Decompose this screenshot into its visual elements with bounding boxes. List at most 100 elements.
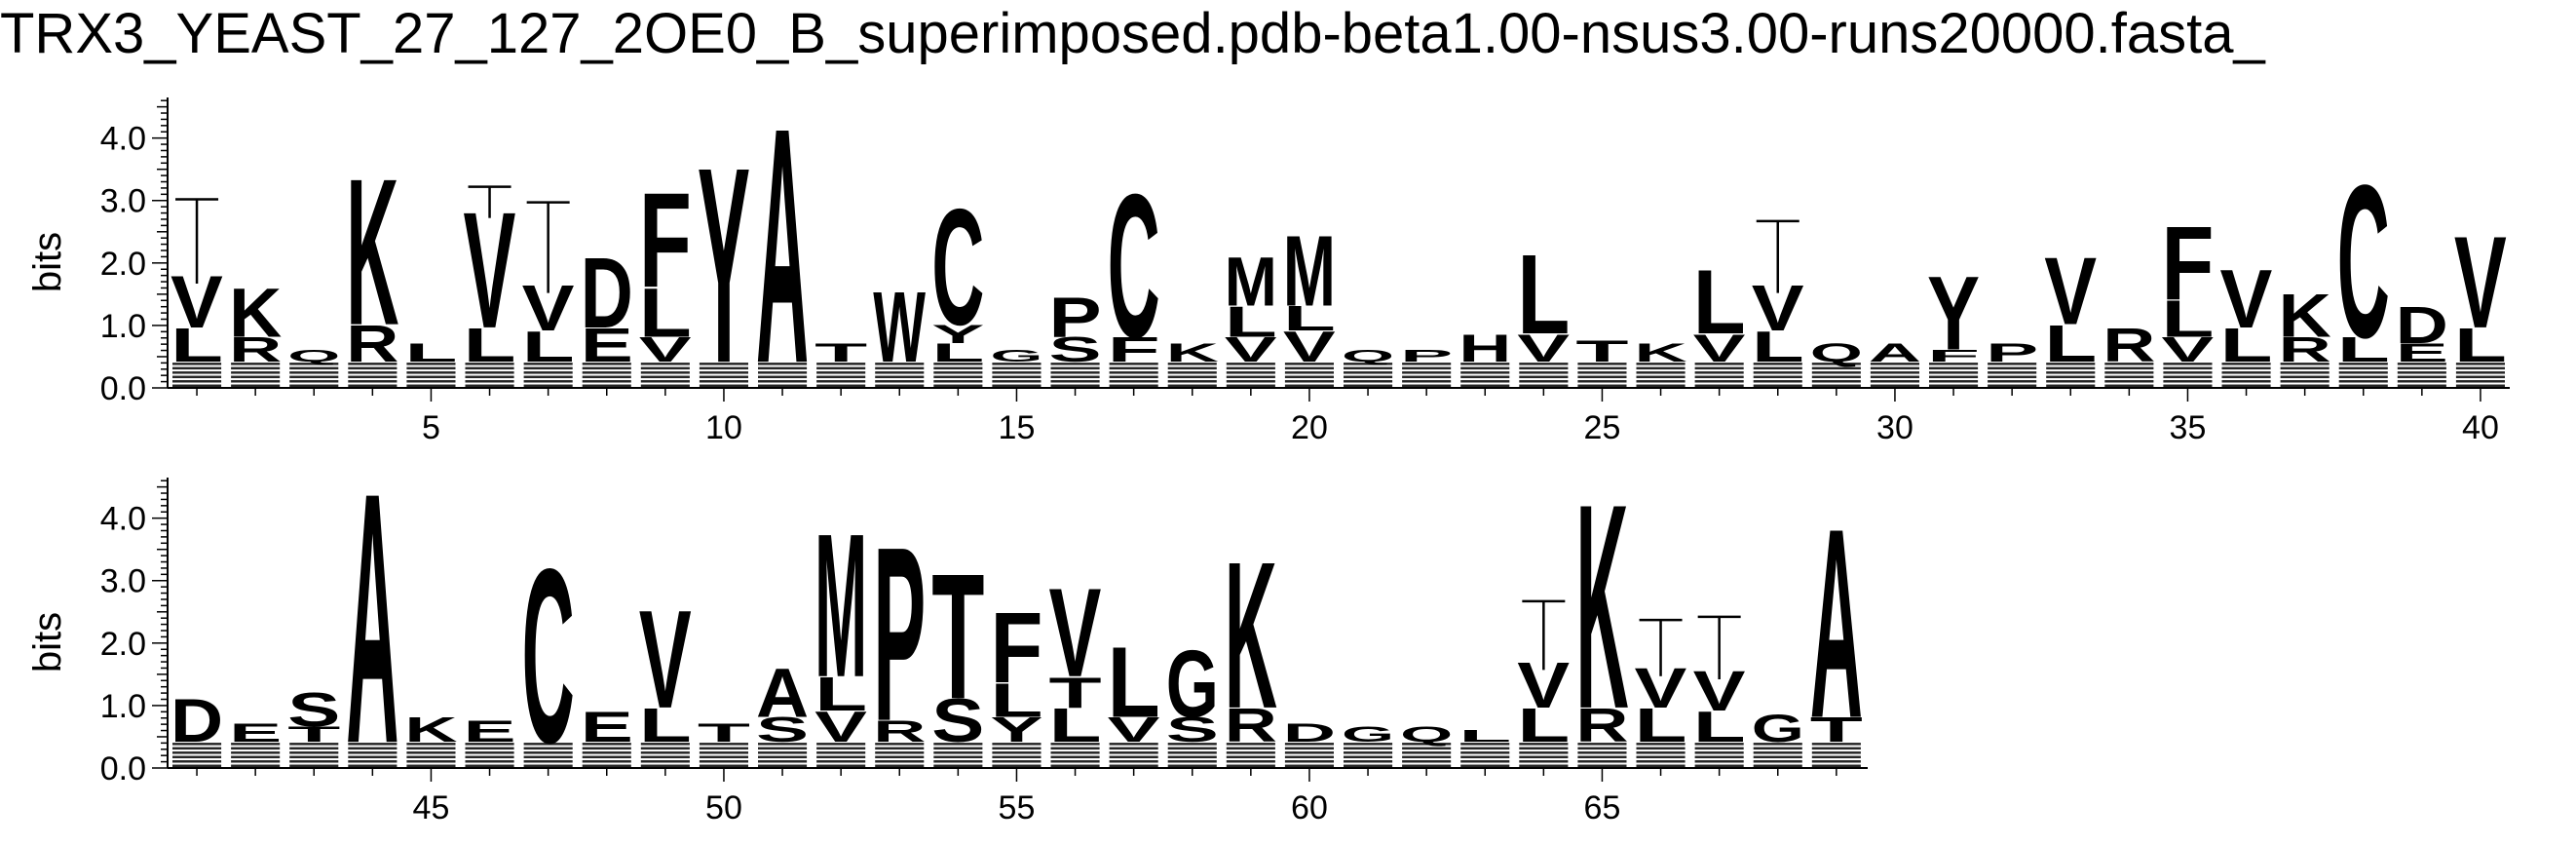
- residue-letter-L: L: [464, 319, 516, 372]
- residue-letter-R: R: [1225, 700, 1277, 752]
- minor-residue-mark: [1577, 751, 1627, 754]
- residue-letter-S: S: [931, 687, 984, 755]
- minor-residue-mark: [1284, 760, 1334, 763]
- minor-residue-mark: [1226, 375, 1275, 379]
- minor-residue-mark: [172, 751, 222, 754]
- minor-residue-mark: [2046, 371, 2096, 374]
- minor-residue-mark: [289, 375, 339, 379]
- minor-residue-mark: [582, 363, 631, 365]
- minor-residue-mark: [816, 384, 866, 387]
- minor-residue-mark: [933, 366, 983, 370]
- minor-residue-mark: [289, 755, 339, 759]
- minor-residue-mark: [1694, 371, 1744, 374]
- residue-letter-K: K: [1575, 444, 1628, 771]
- minor-residue-mark: [640, 380, 690, 383]
- residue-letter-T: T: [1575, 334, 1628, 368]
- x-tick-label: 5: [422, 409, 440, 446]
- minor-residue-mark: [1636, 371, 1686, 374]
- minor-residue-mark: [523, 764, 573, 767]
- y-axis-label: bits: [26, 612, 69, 672]
- logo-column-28: LV: [1752, 219, 1804, 387]
- logo-column-18: K: [1166, 338, 1219, 387]
- minor-residue-mark: [1519, 743, 1569, 746]
- minor-residue-mark: [875, 366, 925, 370]
- minor-residue-mark: [640, 363, 690, 365]
- minor-residue-mark: [992, 743, 1042, 746]
- minor-residue-mark: [523, 363, 573, 365]
- minor-residue-mark: [465, 751, 514, 754]
- minor-residue-mark: [2455, 380, 2505, 383]
- minor-residue-mark: [1226, 760, 1275, 763]
- minor-residue-mark: [758, 743, 808, 746]
- y-tick-label: 4.0: [100, 501, 146, 538]
- residue-letter-K: K: [1635, 338, 1688, 367]
- minor-residue-mark: [348, 371, 398, 374]
- minor-residue-mark: [2397, 366, 2446, 370]
- residue-letter-L: L: [639, 274, 692, 352]
- minor-residue-mark: [1519, 380, 1569, 383]
- minor-residue-mark: [758, 755, 808, 759]
- logo-column-46: E: [464, 714, 516, 767]
- minor-residue-mark: [816, 375, 866, 379]
- minor-residue-mark: [1460, 366, 1510, 370]
- minor-residue-mark: [1460, 764, 1510, 767]
- minor-residue-mark: [875, 384, 925, 387]
- minor-residue-mark: [231, 743, 281, 746]
- minor-residue-mark: [640, 366, 690, 370]
- minor-residue-mark: [523, 747, 573, 750]
- minor-residue-mark: [1226, 751, 1275, 754]
- residue-letter-V: V: [814, 703, 867, 751]
- residue-letter-L: L: [814, 668, 867, 721]
- minor-residue-mark: [758, 747, 808, 750]
- residue-letter-C: C: [931, 174, 984, 360]
- minor-residue-mark: [1988, 380, 2037, 383]
- minor-residue-mark: [348, 380, 398, 383]
- minor-residue-mark: [992, 363, 1042, 365]
- minor-residue-mark: [1109, 380, 1158, 383]
- minor-residue-mark: [1519, 760, 1569, 763]
- residue-letter-L: L: [1693, 702, 1746, 750]
- residue-letter-V: V: [2220, 252, 2273, 345]
- x-tick-label: 35: [2170, 409, 2207, 446]
- logo-column-47: C: [522, 517, 575, 794]
- minor-residue-mark: [1694, 760, 1744, 763]
- minor-residue-mark: [1519, 363, 1569, 365]
- logo-column-8: ED: [581, 238, 633, 387]
- page-title: TRX3_YEAST_27_127_2OE0_B_superimposed.pd…: [0, 2, 2265, 65]
- minor-residue-mark: [699, 751, 748, 754]
- minor-residue-mark: [465, 743, 514, 746]
- x-tick-label: 25: [1584, 409, 1621, 446]
- minor-residue-mark: [816, 764, 866, 767]
- minor-residue-mark: [1870, 375, 1919, 379]
- minor-residue-mark: [1870, 366, 1919, 370]
- residue-letter-T: T: [1810, 711, 1863, 749]
- minor-residue-mark: [2397, 384, 2446, 387]
- residue-letter-R: R: [873, 714, 926, 749]
- minor-residue-mark: [1402, 760, 1452, 763]
- residue-letter-V: V: [639, 330, 692, 369]
- residue-letter-L: L: [2044, 315, 2097, 373]
- minor-residue-mark: [758, 375, 808, 379]
- residue-letter-V: V: [639, 581, 692, 737]
- residue-letter-Q: Q: [287, 346, 340, 365]
- minor-residue-mark: [289, 384, 339, 387]
- minor-residue-mark: [758, 366, 808, 370]
- x-tick-label: 50: [705, 789, 742, 826]
- minor-residue-mark: [1811, 760, 1861, 763]
- residue-letter-L: L: [1517, 699, 1570, 752]
- residue-letter-V: V: [2161, 330, 2214, 369]
- minor-residue-mark: [1694, 764, 1744, 767]
- minor-residue-mark: [933, 380, 983, 383]
- minor-residue-mark: [816, 755, 866, 759]
- residue-letter-L: L: [1049, 699, 1102, 752]
- minor-residue-mark: [875, 743, 925, 746]
- minor-residue-mark: [1929, 366, 1979, 370]
- minor-residue-mark: [1753, 371, 1802, 374]
- minor-residue-mark: [816, 371, 866, 374]
- minor-residue-mark: [348, 760, 398, 763]
- minor-residue-mark: [2280, 380, 2330, 383]
- minor-residue-mark: [1460, 747, 1510, 750]
- logo-column-42: E: [229, 718, 282, 767]
- logo-column-29: Q: [1810, 338, 1863, 387]
